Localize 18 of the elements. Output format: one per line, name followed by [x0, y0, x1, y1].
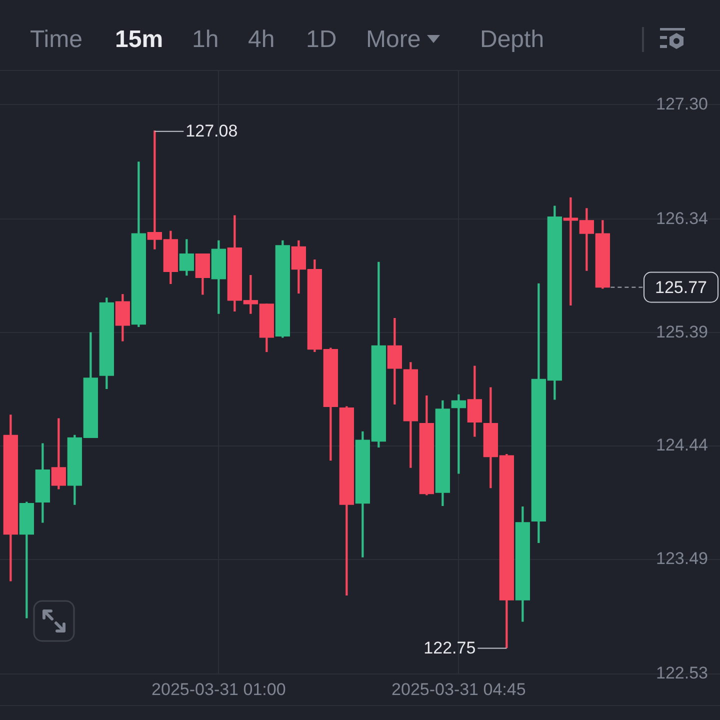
text: More — [366, 26, 421, 54]
x-tick-label: 2025-03-31 01:00 — [152, 680, 286, 699]
text: 4h — [248, 26, 275, 54]
text: 1D — [306, 26, 337, 54]
y-tick-label: 123.49 — [656, 549, 708, 568]
x-tick-label: 2025-03-31 04:45 — [392, 680, 526, 699]
y-tick-label: 124.44 — [656, 436, 708, 455]
y-tick-label: 126.34 — [656, 208, 708, 228]
ref-line-label: 125.77 — [655, 278, 707, 297]
annotation: 122.75 — [424, 638, 476, 658]
text: Time — [30, 26, 82, 54]
text: Depth — [480, 26, 544, 54]
y-tick-label: 125.39 — [656, 322, 708, 342]
y-tick-label: 127.30 — [656, 94, 708, 114]
text: 15m — [115, 26, 164, 54]
annotation: 127.08 — [186, 122, 238, 141]
y-tick-label: 122.53 — [656, 664, 708, 683]
text: 1h — [192, 26, 219, 54]
